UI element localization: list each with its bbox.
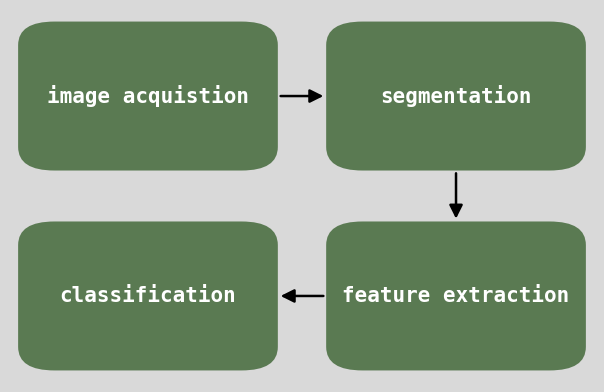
FancyBboxPatch shape xyxy=(326,22,586,171)
FancyBboxPatch shape xyxy=(326,221,586,370)
Text: classification: classification xyxy=(60,286,236,306)
FancyBboxPatch shape xyxy=(18,22,278,171)
FancyBboxPatch shape xyxy=(18,221,278,370)
Text: feature extraction: feature extraction xyxy=(342,286,570,306)
Text: segmentation: segmentation xyxy=(381,85,532,107)
Text: image acquistion: image acquistion xyxy=(47,85,249,107)
